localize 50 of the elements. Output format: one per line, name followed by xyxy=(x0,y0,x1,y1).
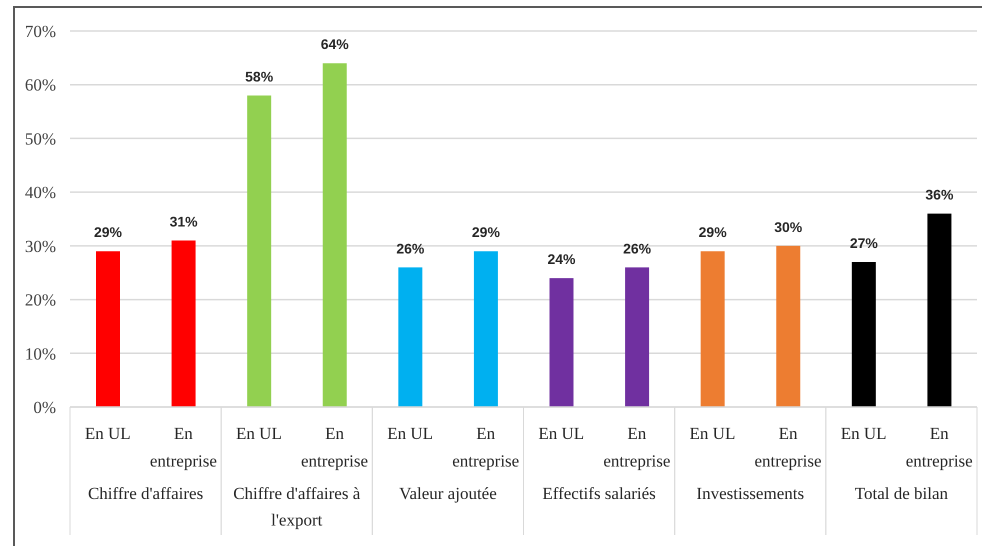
data-label: 26% xyxy=(396,240,425,256)
data-label: 27% xyxy=(850,234,878,251)
bar xyxy=(927,214,952,407)
bar xyxy=(172,240,196,407)
bar xyxy=(474,251,498,407)
bar xyxy=(96,251,120,407)
x-tick-label: En UL xyxy=(538,424,584,444)
y-tick-label: 70% xyxy=(24,22,56,42)
bar xyxy=(398,267,422,407)
text: Total de bilan xyxy=(854,484,949,504)
x-tick-label: En UL xyxy=(840,424,887,444)
data-label: 24% xyxy=(547,251,576,268)
x-tick-label: En entreprise xyxy=(754,424,822,470)
x-tick-label: En entreprise xyxy=(150,424,217,470)
text: Effectifs salariés xyxy=(542,484,656,504)
x-tick-label: En entreprise xyxy=(603,424,670,470)
data-label: 29% xyxy=(698,224,728,240)
data-label: 58% xyxy=(245,68,274,84)
bar xyxy=(700,251,725,407)
x-tick-label: En entreprise xyxy=(906,424,973,470)
bar xyxy=(322,63,347,407)
text: Chiffre d'affaires xyxy=(88,484,204,504)
y-tick-label: 0% xyxy=(33,398,56,418)
y-tick-label: 40% xyxy=(24,183,56,202)
y-tick-label: 50% xyxy=(24,129,56,148)
x-tick-label: En UL xyxy=(84,424,131,444)
bar xyxy=(550,278,574,407)
data-label: 29% xyxy=(94,224,123,240)
data-label: 31% xyxy=(170,213,198,230)
data-label: 30% xyxy=(774,218,803,235)
x-tick-label: En UL xyxy=(236,424,282,444)
x-tick-label: En UL xyxy=(690,424,736,444)
text: Chiffre d'affaires à l'export xyxy=(233,484,361,530)
data-label: 64% xyxy=(320,36,350,52)
bar xyxy=(776,246,800,407)
data-label: 36% xyxy=(925,186,954,203)
y-tick-label: 20% xyxy=(24,290,56,310)
data-label: 26% xyxy=(623,240,652,256)
bar xyxy=(852,262,876,407)
y-tick-label: 10% xyxy=(24,344,56,364)
bar xyxy=(625,267,650,407)
text: Valeur ajoutée xyxy=(399,484,497,504)
bar xyxy=(247,95,272,407)
y-tick-label: 30% xyxy=(24,236,56,256)
y-tick-label: 60% xyxy=(24,76,56,95)
x-tick-label: En entreprise xyxy=(452,424,520,470)
x-tick-label: En UL xyxy=(387,424,434,444)
x-tick-label: En entreprise xyxy=(301,424,368,470)
data-label: 29% xyxy=(472,224,500,240)
text: Investissements xyxy=(696,484,804,504)
